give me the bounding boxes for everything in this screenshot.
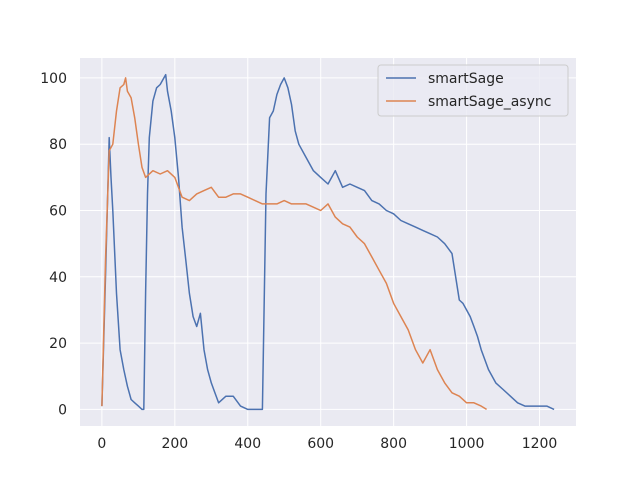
y-tick-label: 60 <box>49 204 67 220</box>
series-layer <box>101 73 555 411</box>
y-tick-label: 40 <box>49 270 67 286</box>
legend-box <box>377 64 569 117</box>
y-tick-label: 0 <box>58 402 67 418</box>
x-tick-label: 200 <box>161 436 188 452</box>
y-tick-label: 80 <box>49 137 67 153</box>
x-tick-label: 600 <box>307 436 334 452</box>
y-axis-tick-labels: 0 20 40 60 80 100 <box>40 71 67 419</box>
x-tick-label: 1200 <box>522 436 558 452</box>
x-tick-label: 400 <box>234 436 261 452</box>
x-tick-label: 1000 <box>449 436 485 452</box>
legend-label-smartsage: smartSage <box>428 71 504 87</box>
x-tick-label: 0 <box>97 436 106 452</box>
legend: smartSage smartSage_async <box>377 64 569 117</box>
series-line-smartsage <box>101 73 555 411</box>
series-line-smartsage-async <box>101 77 487 411</box>
legend-label-smartsage-async: smartSage_async <box>428 94 551 110</box>
y-tick-label: 20 <box>49 336 67 352</box>
x-tick-label: 800 <box>380 436 407 452</box>
plot-area <box>80 58 576 426</box>
y-tick-label: 100 <box>40 71 67 87</box>
grid <box>80 58 576 426</box>
x-axis-tick-labels: 0 200 400 600 800 1000 1200 <box>97 436 557 452</box>
